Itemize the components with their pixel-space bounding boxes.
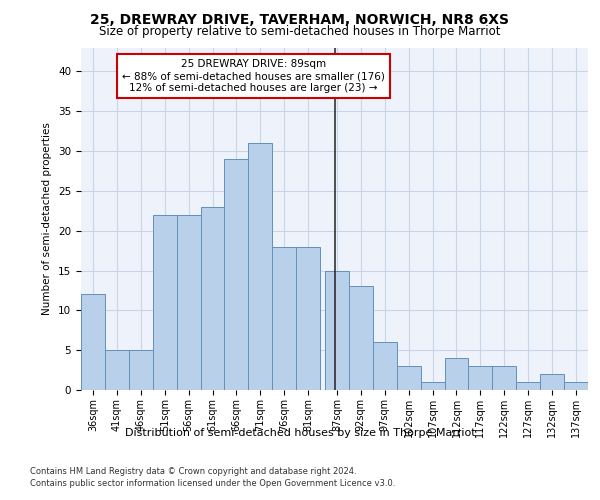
Bar: [397, 366, 421, 390]
Y-axis label: Number of semi-detached properties: Number of semi-detached properties: [43, 122, 52, 315]
Text: 25, DREWRAY DRIVE, TAVERHAM, NORWICH, NR8 6XS: 25, DREWRAY DRIVE, TAVERHAM, NORWICH, NR…: [91, 12, 509, 26]
Bar: [248, 143, 272, 390]
Bar: [153, 215, 176, 390]
Bar: [493, 366, 516, 390]
Bar: [81, 294, 105, 390]
Bar: [325, 270, 349, 390]
Text: Contains public sector information licensed under the Open Government Licence v3: Contains public sector information licen…: [30, 479, 395, 488]
Bar: [176, 215, 200, 390]
Bar: [272, 246, 296, 390]
Text: Distribution of semi-detached houses by size in Thorpe Marriot: Distribution of semi-detached houses by …: [125, 428, 475, 438]
Text: Size of property relative to semi-detached houses in Thorpe Marriot: Size of property relative to semi-detach…: [99, 25, 501, 38]
Bar: [129, 350, 153, 390]
Bar: [349, 286, 373, 390]
Bar: [564, 382, 588, 390]
Bar: [540, 374, 564, 390]
Bar: [469, 366, 493, 390]
Bar: [105, 350, 129, 390]
Text: 25 DREWRAY DRIVE: 89sqm
← 88% of semi-detached houses are smaller (176)
12% of s: 25 DREWRAY DRIVE: 89sqm ← 88% of semi-de…: [122, 60, 385, 92]
Bar: [516, 382, 540, 390]
Bar: [421, 382, 445, 390]
Bar: [200, 207, 224, 390]
Bar: [373, 342, 397, 390]
Text: Contains HM Land Registry data © Crown copyright and database right 2024.: Contains HM Land Registry data © Crown c…: [30, 468, 356, 476]
Bar: [224, 159, 248, 390]
Bar: [296, 246, 320, 390]
Bar: [445, 358, 469, 390]
